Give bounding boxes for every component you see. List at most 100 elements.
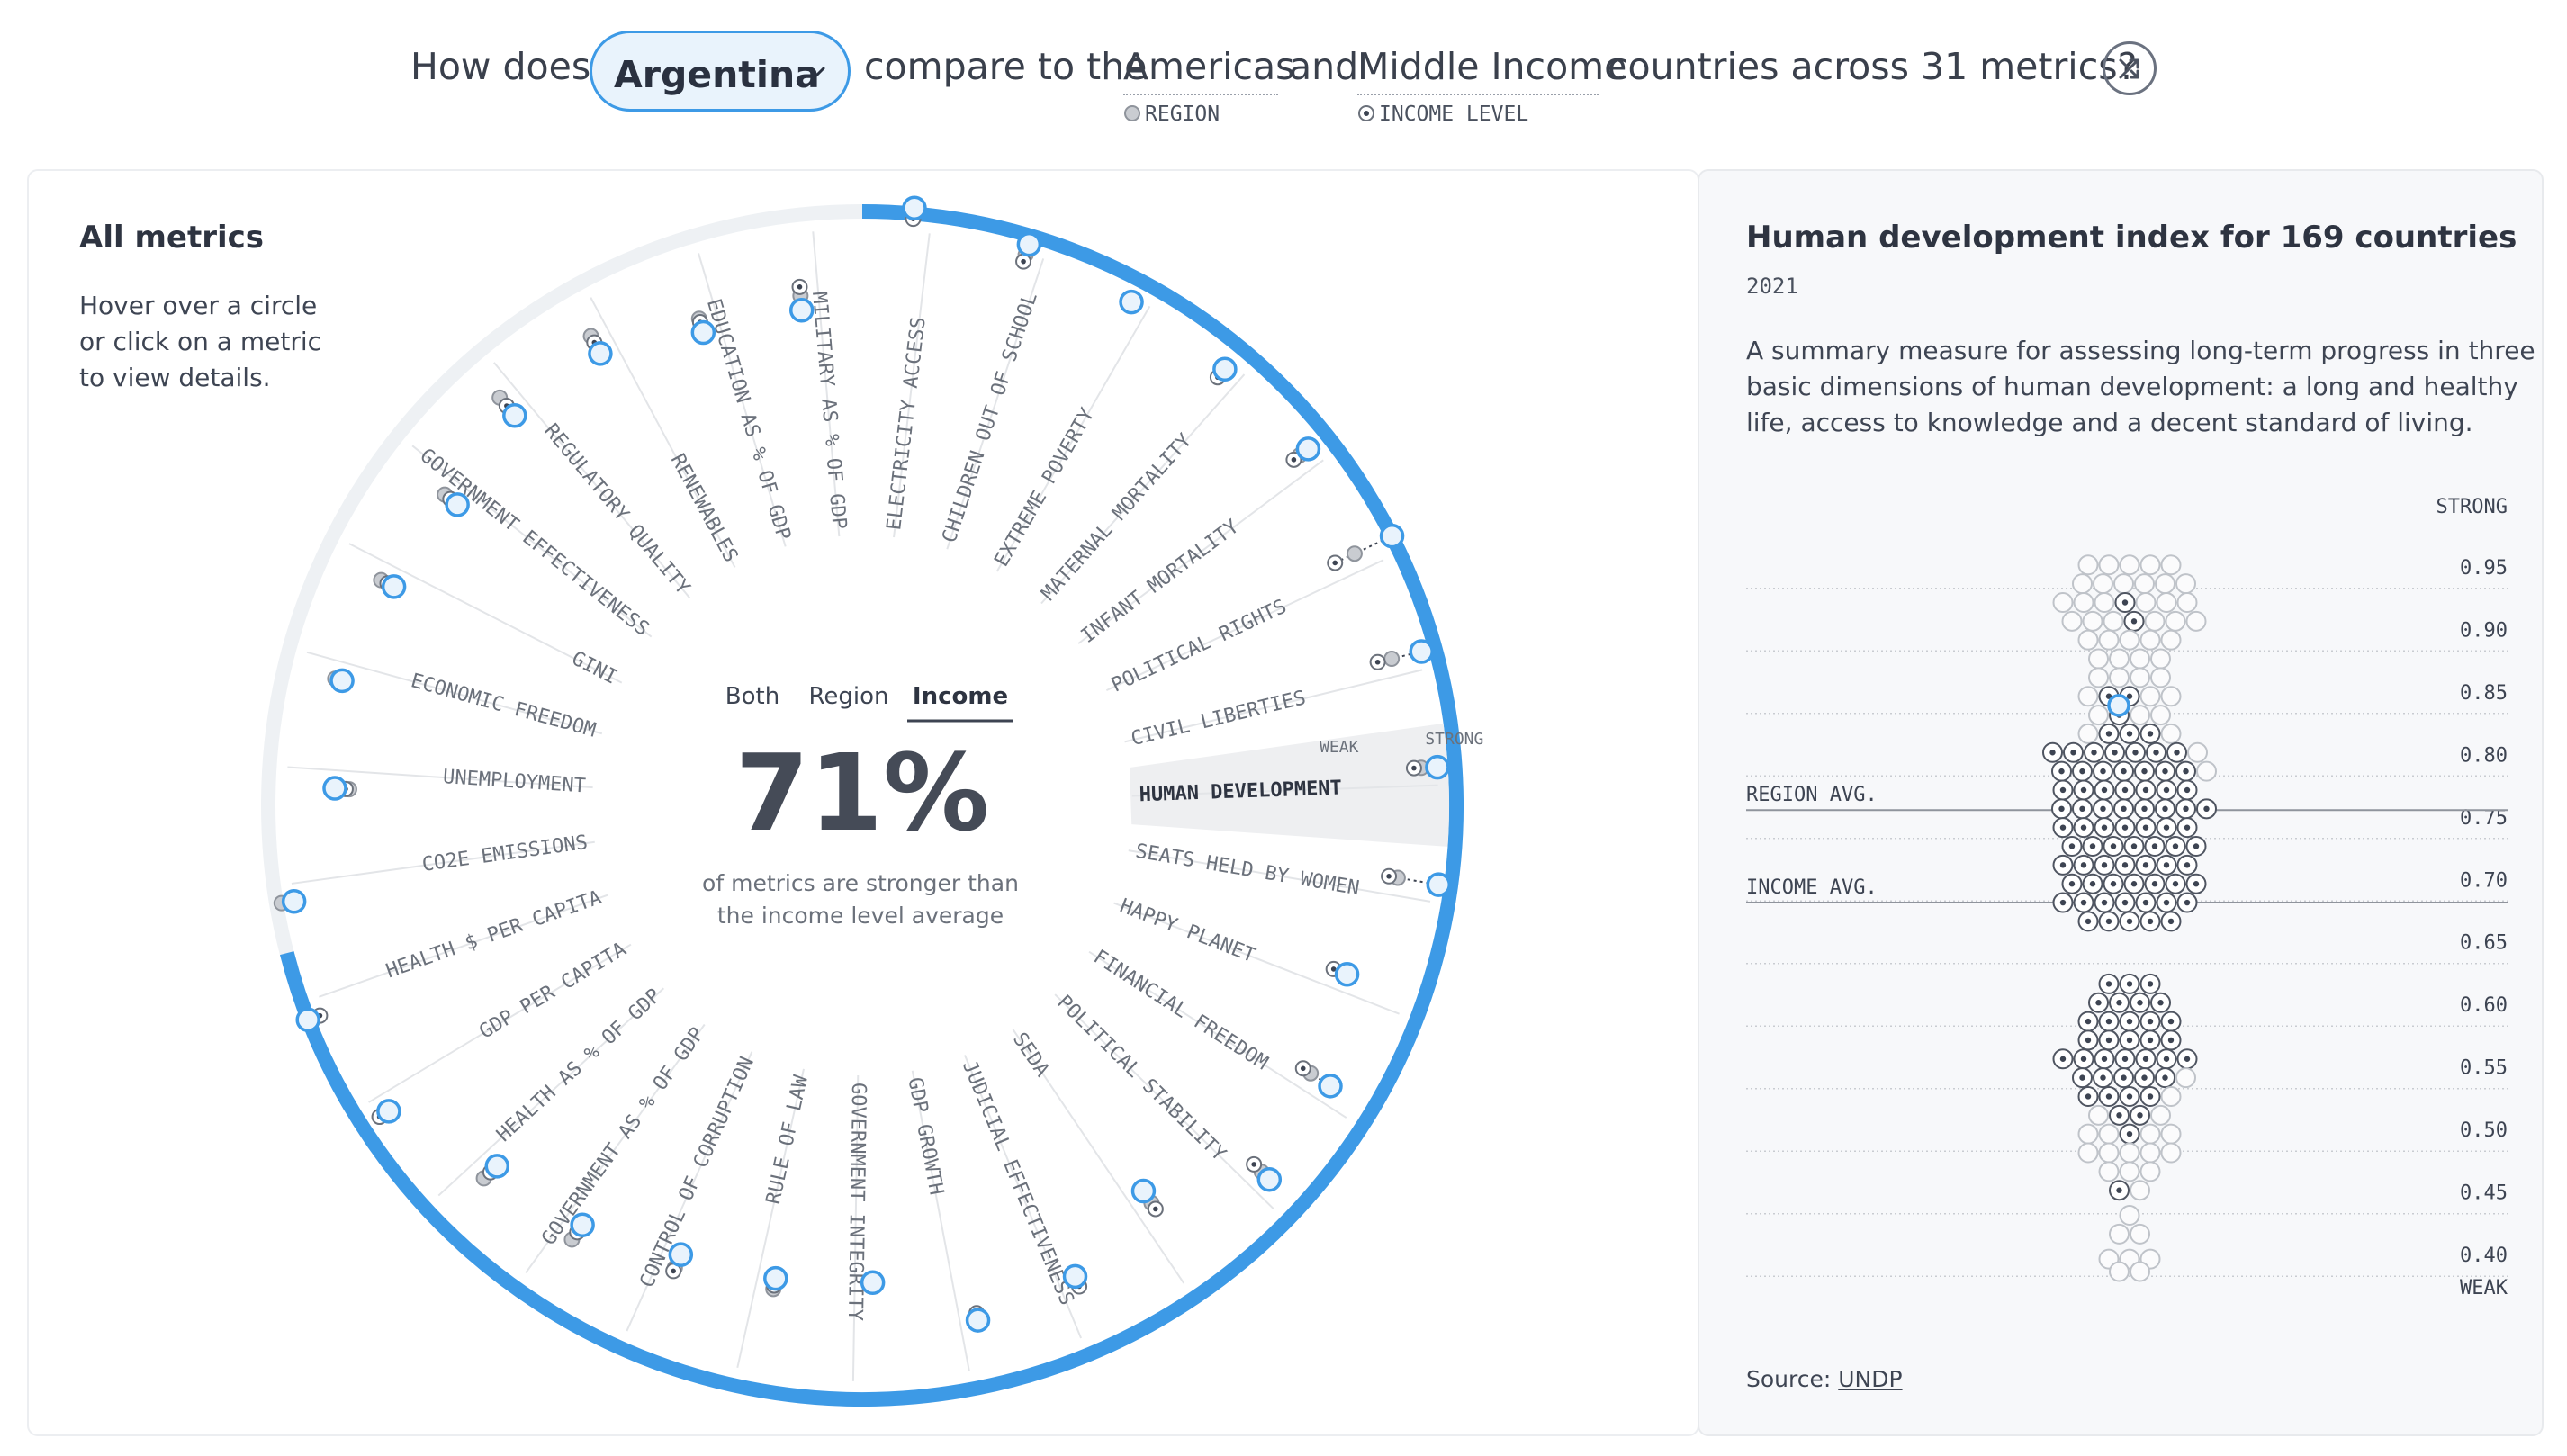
- metric-label[interactable]: CIVIL LIBERTIES: [1129, 687, 1308, 750]
- other-country-dot[interactable]: [2098, 554, 2120, 576]
- country-dot[interactable]: [2156, 779, 2177, 801]
- other-country-dot[interactable]: [2160, 1123, 2182, 1145]
- other-country-dot[interactable]: [2094, 591, 2115, 613]
- country-dot[interactable]: [2051, 798, 2072, 820]
- country-dot[interactable]: [2098, 1029, 2120, 1051]
- country-dot[interactable]: [2088, 648, 2109, 670]
- other-country-dot[interactable]: [2119, 1205, 2140, 1227]
- other-country-dot[interactable]: [2139, 686, 2161, 707]
- country-dot[interactable]: [2104, 741, 2125, 763]
- other-country-dot[interactable]: [2185, 610, 2207, 632]
- country-dot[interactable]: [2077, 1011, 2099, 1032]
- other-country-dot[interactable]: [2119, 554, 2140, 576]
- country-dot[interactable]: [1212, 356, 1238, 382]
- country-dot[interactable]: [2175, 798, 2196, 820]
- other-country-dot[interactable]: [2103, 610, 2124, 632]
- country-dot[interactable]: [2130, 992, 2150, 1013]
- country-dot[interactable]: [2165, 873, 2186, 894]
- country-dot[interactable]: [2113, 573, 2134, 595]
- country-dot[interactable]: [2119, 1161, 2140, 1182]
- country-dot[interactable]: [2123, 610, 2145, 632]
- country-dot[interactable]: [2135, 1048, 2157, 1070]
- other-country-dot[interactable]: [2093, 573, 2113, 595]
- other-country-dot[interactable]: [2160, 686, 2182, 707]
- country-dot[interactable]: [2042, 741, 2063, 763]
- country-dot[interactable]: [2103, 836, 2124, 858]
- country-dot[interactable]: [1295, 436, 1321, 462]
- country-dot[interactable]: [2176, 854, 2198, 876]
- country-dot[interactable]: [2144, 836, 2166, 858]
- country-dot[interactable]: [2072, 760, 2093, 782]
- other-country-dot[interactable]: [2130, 705, 2150, 726]
- country-dot[interactable]: [2135, 854, 2157, 876]
- metric-economic-freedom[interactable]: ECONOMIC FREEDOM: [306, 651, 603, 742]
- metric-seats-held-by-women[interactable]: SEATS HELD BY WOMEN: [1128, 840, 1452, 903]
- country-dot[interactable]: [2134, 1067, 2155, 1089]
- other-country-dot[interactable]: [2165, 610, 2186, 632]
- metric-label[interactable]: MILITARY AS % OF GDP: [807, 291, 851, 530]
- country-dot[interactable]: [2094, 892, 2115, 913]
- country-dot[interactable]: [2139, 1142, 2161, 1164]
- country-dot[interactable]: [788, 297, 815, 323]
- other-country-dot[interactable]: [2139, 629, 2161, 651]
- country-dot[interactable]: [2135, 892, 2157, 913]
- country-dot[interactable]: [502, 403, 527, 428]
- metric-military-as-of-gdp[interactable]: MILITARY AS % OF GDP: [788, 231, 851, 537]
- country-dot[interactable]: [2098, 723, 2120, 744]
- country-dot[interactable]: [2150, 992, 2171, 1013]
- country-dot[interactable]: [2185, 873, 2207, 894]
- country-dot[interactable]: [322, 776, 347, 801]
- country-dot[interactable]: [2098, 554, 2120, 576]
- country-dot[interactable]: [2175, 1067, 2196, 1089]
- country-dot[interactable]: [2119, 1029, 2140, 1051]
- country-dot[interactable]: [2175, 760, 2196, 782]
- metric-label[interactable]: GINI: [568, 647, 621, 688]
- other-country-dot[interactable]: [2150, 705, 2171, 726]
- tab-both[interactable]: Both: [725, 683, 779, 710]
- country-dot[interactable]: [2160, 1085, 2182, 1107]
- metric-electricity-access[interactable]: ELECTRICITY ACCESS: [883, 195, 931, 538]
- country-dropdown[interactable]: Argentina: [590, 31, 851, 112]
- other-country-dot[interactable]: [2109, 648, 2130, 670]
- country-dot[interactable]: [2166, 741, 2187, 763]
- country-dot[interactable]: [2109, 667, 2130, 688]
- country-dot[interactable]: [2063, 741, 2084, 763]
- country-dot[interactable]: [484, 1154, 510, 1179]
- metric-health-as-of-gdp[interactable]: HEALTH AS % OF GDP: [437, 984, 666, 1197]
- country-dot[interactable]: [2098, 973, 2120, 994]
- country-dot[interactable]: [2160, 1142, 2182, 1164]
- country-dot[interactable]: [2094, 854, 2115, 876]
- tab-income[interactable]: Income: [913, 683, 1008, 710]
- country-dot[interactable]: [2109, 648, 2130, 670]
- country-dot[interactable]: [2052, 892, 2074, 913]
- country-dot[interactable]: [2156, 854, 2177, 876]
- country-dot[interactable]: [2098, 1161, 2120, 1182]
- metric-label[interactable]: RENEWABLES: [666, 450, 742, 566]
- other-country-dot[interactable]: [2187, 741, 2208, 763]
- other-country-dot[interactable]: [2144, 610, 2166, 632]
- other-country-dot[interactable]: [2088, 705, 2109, 726]
- country-dot[interactable]: [2084, 741, 2104, 763]
- country-dot[interactable]: [2160, 1029, 2182, 1051]
- country-dot[interactable]: [2103, 610, 2124, 632]
- country-dot[interactable]: [2160, 686, 2182, 707]
- country-dot[interactable]: [2073, 779, 2094, 801]
- country-dot[interactable]: [2082, 836, 2103, 858]
- country-dot[interactable]: [2156, 892, 2177, 913]
- shuffle-button[interactable]: [2103, 41, 2157, 95]
- country-dot[interactable]: [2077, 554, 2099, 576]
- country-dot[interactable]: [2187, 741, 2208, 763]
- country-dot[interactable]: [2139, 1085, 2161, 1107]
- country-dot[interactable]: [2139, 1123, 2161, 1145]
- country-dot[interactable]: [2114, 1048, 2136, 1070]
- country-dot[interactable]: [2155, 798, 2175, 820]
- country-dot[interactable]: [376, 1099, 401, 1124]
- country-dot[interactable]: [2114, 591, 2136, 613]
- country-dot[interactable]: [2135, 817, 2157, 839]
- country-dot[interactable]: [2109, 992, 2130, 1013]
- other-country-dot[interactable]: [2130, 1261, 2150, 1282]
- other-country-dot[interactable]: [2135, 591, 2157, 613]
- country-dot[interactable]: [2155, 760, 2175, 782]
- country-dot[interactable]: [2119, 723, 2140, 744]
- other-country-dot[interactable]: [2176, 591, 2198, 613]
